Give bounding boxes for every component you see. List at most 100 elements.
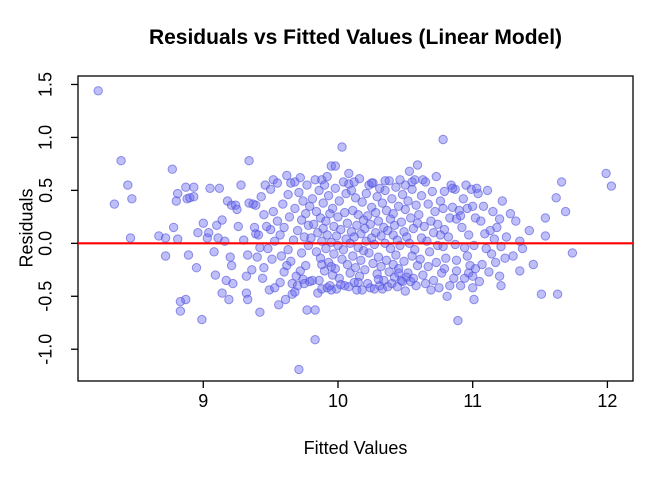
data-point: [259, 263, 269, 273]
data-point: [257, 273, 268, 283]
data-point: [380, 185, 390, 196]
data-point: [420, 278, 431, 289]
data-point: [453, 315, 463, 326]
data-point: [462, 251, 472, 261]
data-point: [536, 289, 547, 299]
data-point: [183, 250, 194, 260]
data-point: [323, 191, 334, 201]
data-point: [290, 203, 300, 214]
y-tick-label: -1.0: [36, 334, 56, 365]
data-point: [189, 192, 199, 202]
data-point: [125, 233, 136, 243]
data-point: [431, 171, 441, 182]
data-point: [416, 233, 427, 243]
data-point: [443, 232, 454, 242]
data-point: [439, 186, 450, 197]
y-tick-label: 1.0: [36, 125, 56, 150]
data-point: [349, 177, 359, 187]
data-point: [205, 183, 215, 194]
data-point: [259, 210, 269, 220]
y-tick-label: 0.5: [36, 178, 56, 203]
data-point: [346, 227, 357, 237]
data-point: [465, 260, 475, 271]
data-point: [226, 260, 237, 271]
data-point: [388, 209, 398, 219]
data-point: [318, 198, 328, 208]
data-point: [414, 210, 424, 220]
data-point: [247, 265, 257, 275]
x-tick-label: 12: [597, 391, 617, 411]
data-point: [397, 189, 408, 200]
data-point: [294, 364, 304, 375]
data-point: [459, 242, 470, 253]
data-point: [404, 166, 415, 177]
data-point: [243, 294, 253, 305]
data-point: [274, 300, 284, 310]
data-point: [294, 187, 304, 198]
data-point: [500, 253, 510, 263]
data-point: [430, 206, 440, 217]
data-point: [415, 254, 425, 264]
data-point: [424, 247, 435, 257]
data-point: [515, 266, 525, 276]
x-tick-label: 11: [463, 391, 482, 411]
data-point: [241, 271, 252, 281]
data-point: [298, 196, 308, 206]
data-point: [381, 255, 392, 265]
data-point: [371, 228, 381, 238]
data-point: [400, 286, 410, 296]
data-point: [353, 277, 363, 288]
data-point: [474, 276, 485, 287]
data-point: [391, 182, 401, 192]
data-point: [528, 259, 538, 270]
data-point: [372, 192, 382, 202]
data-point: [472, 183, 482, 194]
data-point: [329, 249, 339, 259]
data-point: [606, 181, 617, 191]
data-point: [261, 221, 272, 232]
data-point: [109, 199, 120, 209]
data-point: [326, 261, 336, 272]
data-point: [358, 246, 369, 256]
scatter-points: [93, 86, 617, 375]
data-point: [317, 175, 327, 185]
data-point: [418, 270, 428, 280]
data-point: [434, 283, 444, 293]
data-point: [373, 216, 384, 226]
data-point: [267, 254, 277, 264]
data-point: [278, 199, 288, 209]
data-point: [127, 194, 137, 204]
data-point: [333, 212, 343, 222]
data-point: [225, 252, 235, 262]
data-point: [484, 267, 494, 277]
x-tick-label: 10: [328, 391, 348, 411]
data-point: [349, 232, 359, 242]
data-point: [123, 180, 133, 190]
data-point: [517, 243, 528, 254]
data-point: [364, 248, 374, 258]
data-point: [338, 245, 349, 255]
data-point: [403, 196, 413, 206]
data-point: [236, 180, 246, 190]
data-point: [360, 265, 370, 275]
data-point: [601, 168, 611, 179]
data-point: [306, 233, 316, 243]
data-point: [427, 186, 437, 197]
data-point: [469, 294, 479, 305]
data-point: [396, 217, 406, 227]
data-point: [457, 222, 467, 233]
data-point: [365, 219, 375, 230]
data-point: [478, 201, 489, 212]
data-point: [217, 288, 227, 298]
data-point: [255, 242, 265, 253]
data-point: [265, 184, 276, 195]
data-point: [352, 220, 362, 231]
data-point: [204, 228, 214, 238]
data-point: [337, 142, 347, 152]
data-point: [334, 196, 344, 206]
data-point: [428, 228, 439, 238]
data-point: [214, 183, 225, 194]
data-point: [243, 250, 253, 260]
data-point: [270, 283, 280, 293]
